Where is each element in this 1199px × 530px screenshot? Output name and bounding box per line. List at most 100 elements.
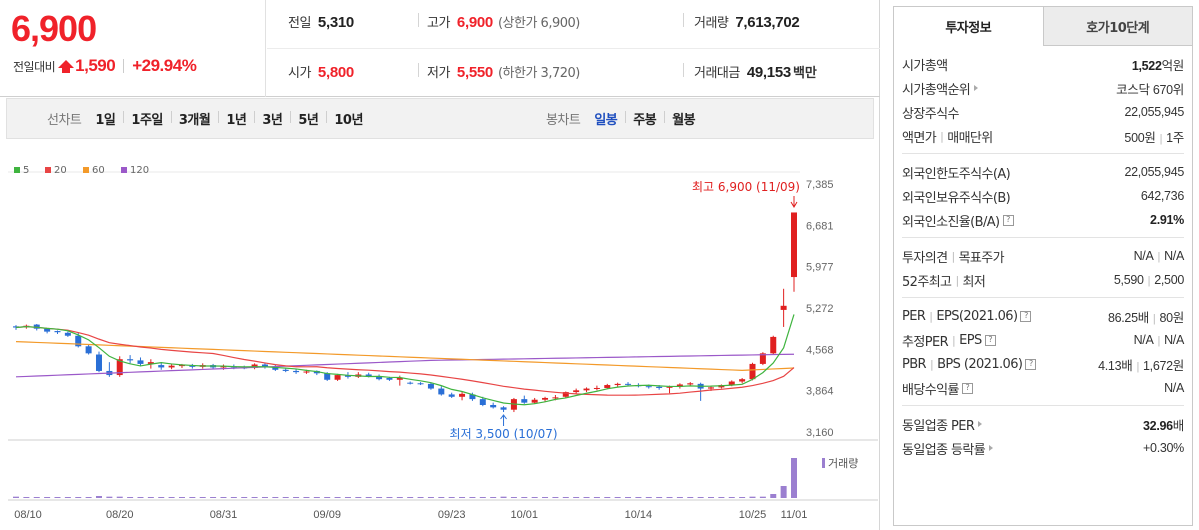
info-key-label: 배당수익률 [902,382,959,398]
tab-investment-info[interactable]: 투자정보 [893,6,1044,46]
info-key-label: 시가총액순위 [902,82,971,98]
volume-bar [23,497,30,498]
info-key: 액면가 | 매매단위 [902,127,993,146]
volume-bar [583,497,590,498]
volume-bar [759,496,766,498]
volume-bar [459,497,466,498]
info-value: N/A [1164,381,1184,395]
help-icon[interactable]: ? [1025,358,1037,370]
volume-bar [303,497,310,498]
info-row: 52주최고 | 최저 5,590 | 2,500 [902,268,1184,292]
volume-bar [54,497,61,498]
volume-bar [542,497,549,498]
x-tick-label: 08/31 [210,509,238,521]
candle-body [459,393,466,397]
candle-body [542,397,549,400]
line-period-2[interactable]: 3개월 [170,109,218,128]
divider: | [1159,132,1163,145]
change-row: 전일대비 1,590 +29.94% [13,56,197,76]
volume-bar [168,497,175,498]
volume-bar [199,497,206,498]
candle-body [573,390,580,393]
help-icon[interactable]: ? [984,334,996,346]
tab-order-book[interactable]: 호가10단계 [1043,6,1193,46]
info-key: 추정PER | EPS? [902,331,996,350]
volume-bar [749,496,756,498]
candle-body [116,359,123,376]
line-period-0[interactable]: 1일 [95,113,116,128]
info-key: PBR | BPS (2021.06)? [902,357,1037,372]
divider [418,13,419,27]
info-value: 500원 | 1주 [1124,127,1184,146]
info-section-1: 외국인한도주식수(A) 22,055,945 외국인보유주식수(B) 642,736 외… [902,154,1184,238]
candle-body [676,384,683,387]
info-key-label: 동일업종 PER [902,418,975,434]
info-value-number: N/A [1133,249,1154,263]
info-key-label: 상장주식수 [902,106,959,122]
info-row: 추정PER | EPS? N/A | N/A [902,328,1184,352]
volume-bar [593,497,600,498]
low-label: 저가 [427,66,450,81]
candle-body [127,359,134,361]
candle-body [85,346,92,354]
candle-body [469,394,476,400]
candle-body [396,377,403,380]
volume-bar [448,497,455,498]
caret-right-icon[interactable] [989,445,994,451]
info-value-number: 2.91% [1150,213,1184,227]
candle-body [708,387,715,389]
divider: | [1136,360,1140,373]
line-period-6[interactable]: 10년 [326,109,371,128]
candle-period-0[interactable]: 일봉 [594,113,618,128]
info-value: 5,590 | 2,500 [1114,273,1184,287]
line-period-3[interactable]: 1년 [218,109,254,128]
candle-body [282,369,289,371]
info-row: 상장주식수 22,055,945 [902,100,1184,124]
volume-bar [708,497,715,498]
volume-bar [334,497,341,498]
info-value-number: 86.25배 [1107,310,1149,325]
info-key-label: 액면가 [902,130,937,146]
volume-bar [116,496,123,498]
volume-bar [127,497,134,498]
x-tick-label: 10/25 [739,509,767,521]
help-icon[interactable]: ? [1002,214,1014,226]
amount-value: 49,153 [746,64,791,81]
candle-body [438,388,445,395]
info-value-number: 22,055,945 [1124,165,1184,179]
line-period-1[interactable]: 1주일 [123,109,170,128]
candle-period-1[interactable]: 주봉 [625,109,664,128]
info-key-label-2: EPS [959,332,982,348]
divider [418,63,419,77]
legend-swatch [14,167,20,173]
caret-right-icon[interactable] [978,421,983,427]
y-tick-label: 6,681 [806,220,834,232]
volume-bar [158,497,165,498]
info-row: 동일업종 등락률 +0.30% [902,436,1184,460]
open-label: 시가 [288,66,311,81]
info-value: +0.30% [1143,441,1184,455]
volume-bar [521,497,528,498]
info-key-label: 52주최고 [902,274,952,290]
line-period-5[interactable]: 5년 [290,109,326,128]
candle-body [178,365,185,367]
line-period-4[interactable]: 3년 [254,109,290,128]
info-key: 외국인한도주식수(A) [902,163,1011,182]
candle-body [33,324,40,329]
caret-right-icon[interactable] [974,85,979,91]
candle-body [417,383,424,385]
divider [267,48,880,49]
help-icon[interactable]: ? [1020,310,1032,322]
info-value: N/A | N/A [1134,333,1185,347]
divider: | [1147,275,1151,287]
volume-bar [469,497,476,498]
help-icon[interactable]: ? [961,382,973,394]
prev-close-value: 5,310 [317,14,354,31]
info-key-label: 외국인한도주식수(A) [902,166,1011,182]
info-value: 22,055,945 [1124,165,1184,179]
info-value: 1,522억원 [1132,55,1184,74]
volume-bar [13,496,19,498]
info-key: 외국인보유주식수(B) [902,187,1011,206]
candle-period-2[interactable]: 월봉 [664,109,703,128]
divider: | [1157,335,1161,347]
